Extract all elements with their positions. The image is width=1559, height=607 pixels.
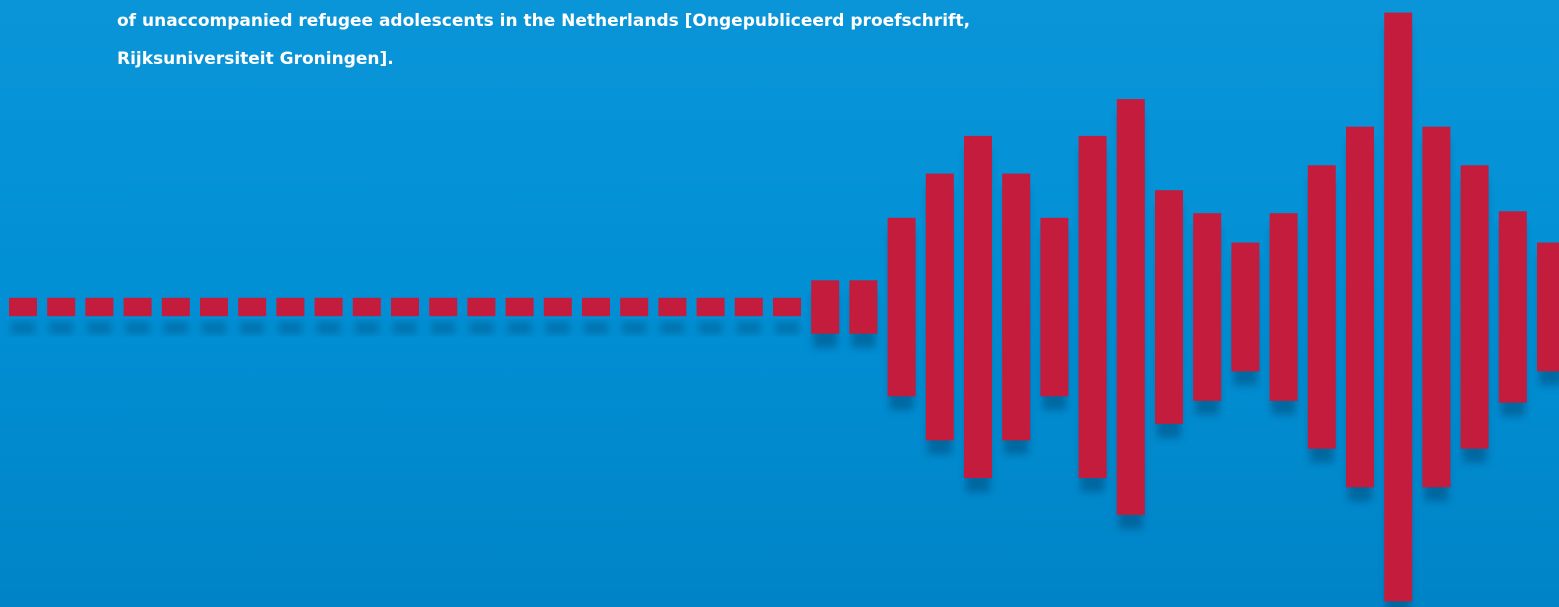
waveform-bar-shadow: [507, 321, 532, 334]
waveform-bar: [734, 297, 763, 317]
waveform-bar-shadow: [736, 321, 761, 334]
citation-text: of unaccompanied refugee adolescents in …: [117, 2, 1267, 78]
waveform-bar: [467, 297, 496, 317]
waveform-bar-shadow: [87, 321, 112, 334]
waveform-bar: [1193, 213, 1222, 401]
waveform-bar-shadow: [775, 321, 799, 334]
waveform-bar: [543, 297, 572, 317]
waveform-bar-shadow: [431, 321, 456, 334]
waveform-bar-shadow: [545, 321, 570, 334]
waveform-bar: [696, 297, 725, 317]
waveform-bar: [47, 297, 76, 317]
waveform-bar: [811, 280, 840, 334]
waveform-bar: [1346, 126, 1374, 488]
waveform-bar: [505, 297, 534, 317]
waveform-bar: [238, 297, 267, 317]
waveform-bar: [1384, 12, 1413, 602]
waveform-bar-shadow: [354, 321, 379, 334]
waveform-bar: [352, 297, 381, 317]
waveform-bar: [1537, 242, 1559, 372]
waveform-bar-shadow: [469, 321, 494, 334]
waveform-bar: [1307, 165, 1336, 449]
waveform-bar: [85, 297, 114, 317]
waveform-bar: [1498, 211, 1527, 403]
waveform-bar: [200, 297, 228, 317]
waveform-bar: [9, 297, 37, 317]
waveform-bar: [1231, 242, 1260, 372]
waveform-bar: [925, 173, 954, 441]
waveform-bar: [773, 297, 801, 317]
citation-line-2: Rijksuniversiteit Groningen].: [117, 49, 394, 69]
waveform-bar-shadow: [393, 321, 417, 334]
waveform-bar: [582, 297, 610, 317]
waveform-bar-shadow: [698, 321, 723, 334]
waveform-bar: [1155, 190, 1183, 424]
waveform-bar: [1116, 99, 1145, 515]
waveform-bar-shadow: [240, 321, 265, 334]
waveform-bar: [1422, 126, 1451, 488]
waveform-bar-shadow: [622, 321, 647, 334]
waveform-bar-shadow: [202, 321, 226, 334]
waveform-bar: [314, 297, 343, 317]
waveform-bar-shadow: [163, 321, 188, 334]
waveform-bar-shadow: [584, 321, 608, 334]
waveform-bar: [429, 297, 458, 317]
waveform-bar: [887, 217, 916, 397]
waveform-bar: [964, 135, 992, 479]
waveform-bar-shadow: [125, 321, 150, 334]
waveform-bar-shadow: [316, 321, 341, 334]
waveform-bar-shadow: [49, 321, 74, 334]
waveform-bar-shadow: [278, 321, 303, 334]
waveform-bar: [123, 297, 152, 317]
waveform-bar: [1040, 217, 1069, 397]
waveform-bar-shadow: [660, 321, 685, 334]
waveform-bars: [9, 12, 1559, 602]
waveform-bar: [1002, 173, 1031, 441]
citation-line-1: of unaccompanied refugee adolescents in …: [117, 11, 971, 31]
waveform-bar: [1460, 165, 1489, 449]
waveform-bar: [391, 297, 419, 317]
waveform-bar: [1078, 135, 1107, 479]
waveform-bar: [1269, 213, 1298, 401]
waveform-bar: [620, 297, 649, 317]
waveform-bar: [849, 280, 878, 334]
waveform-bar: [658, 297, 687, 317]
waveform-bar: [161, 297, 190, 317]
waveform-bar: [276, 297, 305, 317]
waveform-bar-shadow: [11, 321, 35, 334]
